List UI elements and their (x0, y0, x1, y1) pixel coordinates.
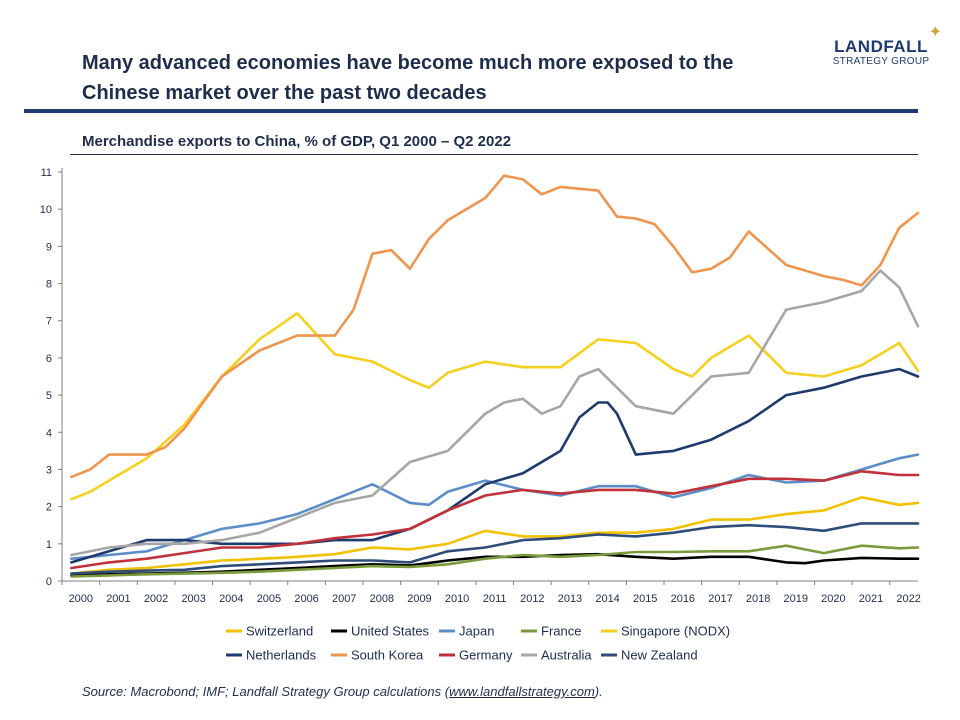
y-tick-label: 10 (40, 204, 52, 216)
chart-title: Merchandise exports to China, % of GDP, … (82, 133, 512, 150)
x-tick-label: 2009 (407, 593, 431, 605)
y-tick-label: 9 (46, 241, 52, 253)
series-line-france (70, 544, 920, 578)
series-line-south-korea (70, 174, 920, 479)
series-line-switzerland (70, 495, 920, 575)
x-tick-label: 2004 (219, 593, 243, 605)
x-tick-label: 2000 (69, 593, 93, 605)
chart-title-divider (70, 154, 918, 155)
legend-label-switzerland: Switzerland (246, 624, 313, 639)
x-tick-label: 2019 (783, 593, 807, 605)
x-tick-label: 2020 (821, 593, 845, 605)
y-tick-label: 11 (41, 167, 52, 179)
x-tick-label: 2001 (106, 593, 130, 605)
star-icon: ✦ (928, 24, 942, 41)
x-tick-label: 2003 (181, 593, 205, 605)
legend-label-new-zealand: New Zealand (621, 648, 698, 663)
y-tick-label: 4 (46, 427, 52, 439)
x-tick-label: 2016 (671, 593, 695, 605)
legend-label-united-states: United States (351, 624, 430, 639)
series-line-germany (70, 469, 920, 570)
x-tick-label: 2007 (332, 593, 356, 605)
source-prefix: Source: Macrobond; IMF; Landfall Strateg… (82, 684, 450, 699)
y-tick-label: 5 (46, 390, 52, 402)
source-link[interactable]: www.landfallstrategy.com (449, 684, 595, 699)
source-suffix: ). (594, 684, 603, 699)
x-tick-label: 2006 (294, 593, 318, 605)
series-line-new-zealand (70, 522, 920, 575)
y-tick-label: 3 (46, 464, 52, 476)
legend-label-australia: Australia (541, 648, 592, 663)
y-tick-label: 2 (46, 502, 52, 514)
x-tick-label: 2021 (859, 593, 883, 605)
x-tick-label: 2017 (708, 593, 732, 605)
x-tick-label: 2005 (257, 593, 281, 605)
legend-label-france: France (541, 624, 581, 639)
x-tick-label: 2022 (896, 593, 920, 605)
series-line-australia (70, 269, 920, 557)
logo-subtitle: STRATEGY GROUP (832, 56, 930, 67)
x-tick-label: 2012 (520, 593, 544, 605)
x-tick-label: 2008 (370, 593, 394, 605)
y-tick-label: 8 (46, 279, 52, 291)
legend-label-japan: Japan (459, 624, 494, 639)
legend-label-netherlands: Netherlands (246, 648, 317, 663)
x-tick-label: 2011 (483, 593, 507, 605)
x-tick-label: 2015 (633, 593, 657, 605)
page-headline: Many advanced economies have become much… (82, 52, 734, 104)
x-tick-label: 2018 (746, 593, 770, 605)
x-tick-label: 2013 (558, 593, 582, 605)
y-tick-label: 7 (46, 316, 52, 328)
legend-label-singapore-nodx: Singapore (NODX) (621, 624, 730, 639)
y-tick-label: 6 (46, 353, 52, 365)
legend-label-germany: Germany (459, 648, 513, 663)
x-tick-label: 2014 (595, 593, 619, 605)
source-note: Source: Macrobond; IMF; Landfall Strateg… (82, 684, 603, 699)
landfall-logo: ✦ LANDFALL STRATEGY GROUP (826, 24, 942, 68)
x-tick-label: 2002 (144, 593, 168, 605)
header-divider (24, 109, 918, 113)
y-tick-label: 1 (46, 539, 52, 551)
logo-name: LANDFALL (834, 37, 928, 56)
x-tick-label: 2010 (445, 593, 469, 605)
series-line-singapore-nodx (70, 311, 920, 501)
y-tick-label: 0 (46, 576, 52, 588)
legend-label-south-korea: South Korea (351, 648, 424, 663)
series-line-japan (70, 453, 920, 561)
series-line-netherlands (70, 367, 920, 564)
